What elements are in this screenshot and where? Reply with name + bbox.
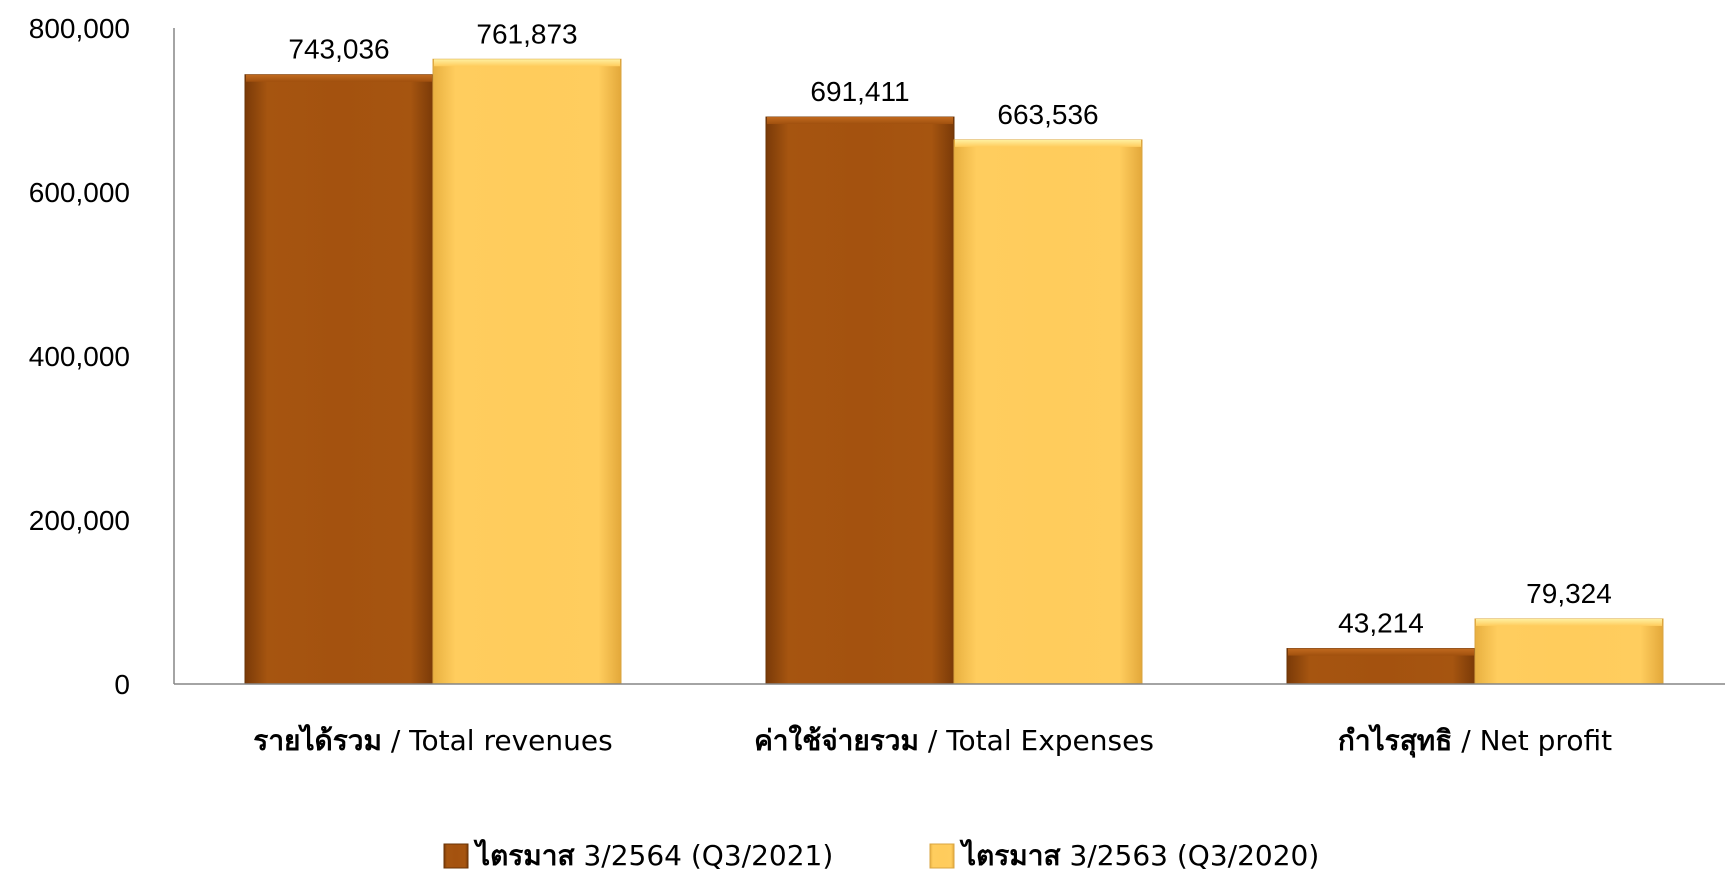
legend-swatch xyxy=(929,843,955,869)
category-labels: รายได้รวม / Total revenues ค่าใช้จ่ายรวม … xyxy=(253,724,1612,758)
legend-label-thai: ไตรมาส xyxy=(473,839,575,869)
legend-label-thai: ไตรมาส xyxy=(959,839,1061,869)
bar-body xyxy=(244,74,434,685)
category-label: กำไรสุทธิ / Net profit xyxy=(1338,724,1612,758)
y-tick-label: 0 xyxy=(114,669,130,700)
legend-item: ไตรมาส 3/2563 (Q3/2020) xyxy=(929,839,1319,869)
legend-swatch xyxy=(443,843,469,869)
bar-body xyxy=(953,139,1143,685)
bar-s0-1 xyxy=(765,116,955,685)
category-label: ค่าใช้จ่ายรวม / Total Expenses xyxy=(754,724,1154,757)
category-label-thai: รายได้รวม xyxy=(253,724,382,757)
legend-label-rest: 3/2564 (Q3/2021) xyxy=(575,839,834,869)
bar-top-bevel xyxy=(955,139,1141,147)
legend-item: ไตรมาส 3/2564 (Q3/2021) xyxy=(443,839,833,869)
bar-s1-1 xyxy=(953,139,1143,685)
bar-s1-0 xyxy=(432,58,622,685)
data-label: 743,036 xyxy=(288,34,389,65)
bar-top-bevel xyxy=(1288,648,1474,656)
y-axis-ticks: 0 200,000 400,000 600,000 800,000 xyxy=(29,13,130,700)
data-label: 691,411 xyxy=(810,76,909,107)
bar-top-bevel xyxy=(1476,618,1662,626)
y-tick-label: 400,000 xyxy=(29,341,130,372)
category-label: รายได้รวม / Total revenues xyxy=(253,724,612,757)
y-tick-label: 200,000 xyxy=(29,505,130,536)
bar-body xyxy=(765,116,955,685)
legend-label: ไตรมาส 3/2563 (Q3/2020) xyxy=(959,839,1319,869)
category-label-english: / Net profit xyxy=(1452,724,1612,757)
bar-s1-2 xyxy=(1474,618,1664,685)
category-label-english: / Total Expenses xyxy=(919,724,1154,757)
bar-s0-2 xyxy=(1286,648,1476,685)
bar-top-bevel xyxy=(434,59,620,67)
y-tick-label: 600,000 xyxy=(29,177,130,208)
data-label: 43,214 xyxy=(1338,608,1424,639)
bar-top-bevel xyxy=(767,117,953,125)
category-label-english: / Total revenues xyxy=(382,724,613,757)
legend: ไตรมาส 3/2564 (Q3/2021) ไตรมาส 3/2563 (Q3… xyxy=(443,839,1319,869)
bar-s0-0 xyxy=(244,74,434,685)
data-label: 663,536 xyxy=(997,99,1098,130)
bar-top-bevel xyxy=(246,74,432,82)
data-labels: 743,036 691,411 43,214 761,873 663,536 79,324 xyxy=(288,18,1611,638)
legend-label: ไตรมาส 3/2564 (Q3/2021) xyxy=(473,839,833,869)
category-label-thai: ค่าใช้จ่ายรวม xyxy=(754,724,919,757)
data-label: 761,873 xyxy=(476,18,577,49)
category-label-thai: กำไรสุทธิ xyxy=(1338,724,1452,758)
data-label: 79,324 xyxy=(1526,578,1612,609)
bars xyxy=(244,58,1664,685)
bar-body xyxy=(1474,618,1664,685)
bar-body xyxy=(432,58,622,685)
legend-label-rest: 3/2563 (Q3/2020) xyxy=(1061,839,1320,869)
y-tick-label: 800,000 xyxy=(29,13,130,44)
